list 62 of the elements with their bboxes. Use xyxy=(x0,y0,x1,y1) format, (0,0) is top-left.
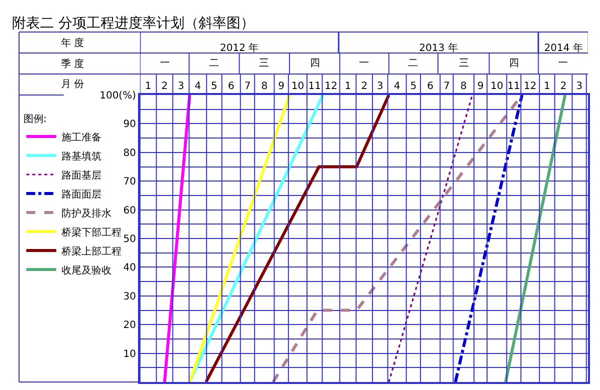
x2-tick-label: 2013 年 xyxy=(419,42,458,54)
legend-label: 桥梁上部工程 xyxy=(60,245,122,258)
x-tick-label: 3 xyxy=(576,81,582,92)
x-tick-label: 10 xyxy=(490,81,504,92)
text: 三 xyxy=(459,58,469,69)
text: 一 xyxy=(558,58,568,69)
x-tick-label: 4 xyxy=(394,81,400,92)
text: 一 xyxy=(359,58,369,69)
text: 四 xyxy=(310,58,320,69)
y-tick-label: 100(%) xyxy=(100,90,136,102)
y-tick-label: 80 xyxy=(123,148,136,159)
x-tick-label: 2 xyxy=(361,81,368,92)
y-tick-label: 40 xyxy=(123,262,136,274)
x2-tick-label: 2014 年 xyxy=(544,42,583,54)
x-tick-label: 4 xyxy=(194,81,202,92)
text: 三 xyxy=(259,58,269,69)
x-tick-label: 3 xyxy=(376,81,384,92)
y-tick-label: 30 xyxy=(123,291,136,302)
x-tick-label: 9 xyxy=(278,81,285,92)
x-tick-label: 1 xyxy=(544,81,550,92)
text: 月 份 xyxy=(61,79,84,90)
x-tick-label: 7 xyxy=(244,81,251,92)
x-tick-label: 6 xyxy=(427,81,434,92)
legend-label: 施工准备 xyxy=(61,131,102,144)
y-tick-label: 70 xyxy=(123,176,136,188)
legend-label: 路基填筑 xyxy=(61,150,102,162)
y-tick-label: 90 xyxy=(123,119,136,130)
text: 四 xyxy=(509,58,519,69)
x2-tick-label: 2012 年 xyxy=(220,42,259,54)
chart-title: 附表二 分项工程进度率计划（斜率图） xyxy=(12,15,254,32)
x-tick-label: 2 xyxy=(161,81,168,92)
x-tick-label: 11 xyxy=(308,81,321,92)
y-tick-label: 50 xyxy=(123,234,136,245)
text: 年 度 xyxy=(61,37,84,49)
x-tick-label: 6 xyxy=(228,81,234,92)
y-tick-label: 20 xyxy=(123,320,136,332)
x-tick-label: 10 xyxy=(291,81,304,92)
x-tick-label: 7 xyxy=(443,81,450,92)
x-tick-label: 8 xyxy=(460,81,467,92)
x-tick-label: 9 xyxy=(477,81,484,92)
y-tick-label: 60 xyxy=(123,205,136,216)
text: 二 xyxy=(408,58,418,69)
legend-label: 路面面层 xyxy=(61,188,102,200)
x-tick-label: 1 xyxy=(344,81,352,92)
text: 一 xyxy=(160,58,170,69)
x-tick-label: 11 xyxy=(507,81,520,92)
legend-label: 收尾及验收 xyxy=(61,265,112,276)
text: 二 xyxy=(209,58,219,69)
x-tick-label: 5 xyxy=(410,81,417,92)
x-tick-label: 12 xyxy=(324,81,338,92)
x-tick-label: 5 xyxy=(211,81,218,92)
x-tick-label: 1 xyxy=(145,81,152,92)
legend-label: 路面基层 xyxy=(61,169,102,182)
legend-label: 桥梁下部工程 xyxy=(60,226,122,238)
x-tick-label: 2 xyxy=(560,81,567,92)
y-tick-label: 10 xyxy=(123,348,136,360)
legend-title: 图例: xyxy=(23,114,47,125)
x-tick-label: 8 xyxy=(261,81,268,92)
legend-label: 防护及排水 xyxy=(61,207,112,220)
text: 季 度 xyxy=(61,58,84,70)
x-tick-label: 3 xyxy=(178,81,184,92)
x-tick-label: 12 xyxy=(524,81,537,92)
